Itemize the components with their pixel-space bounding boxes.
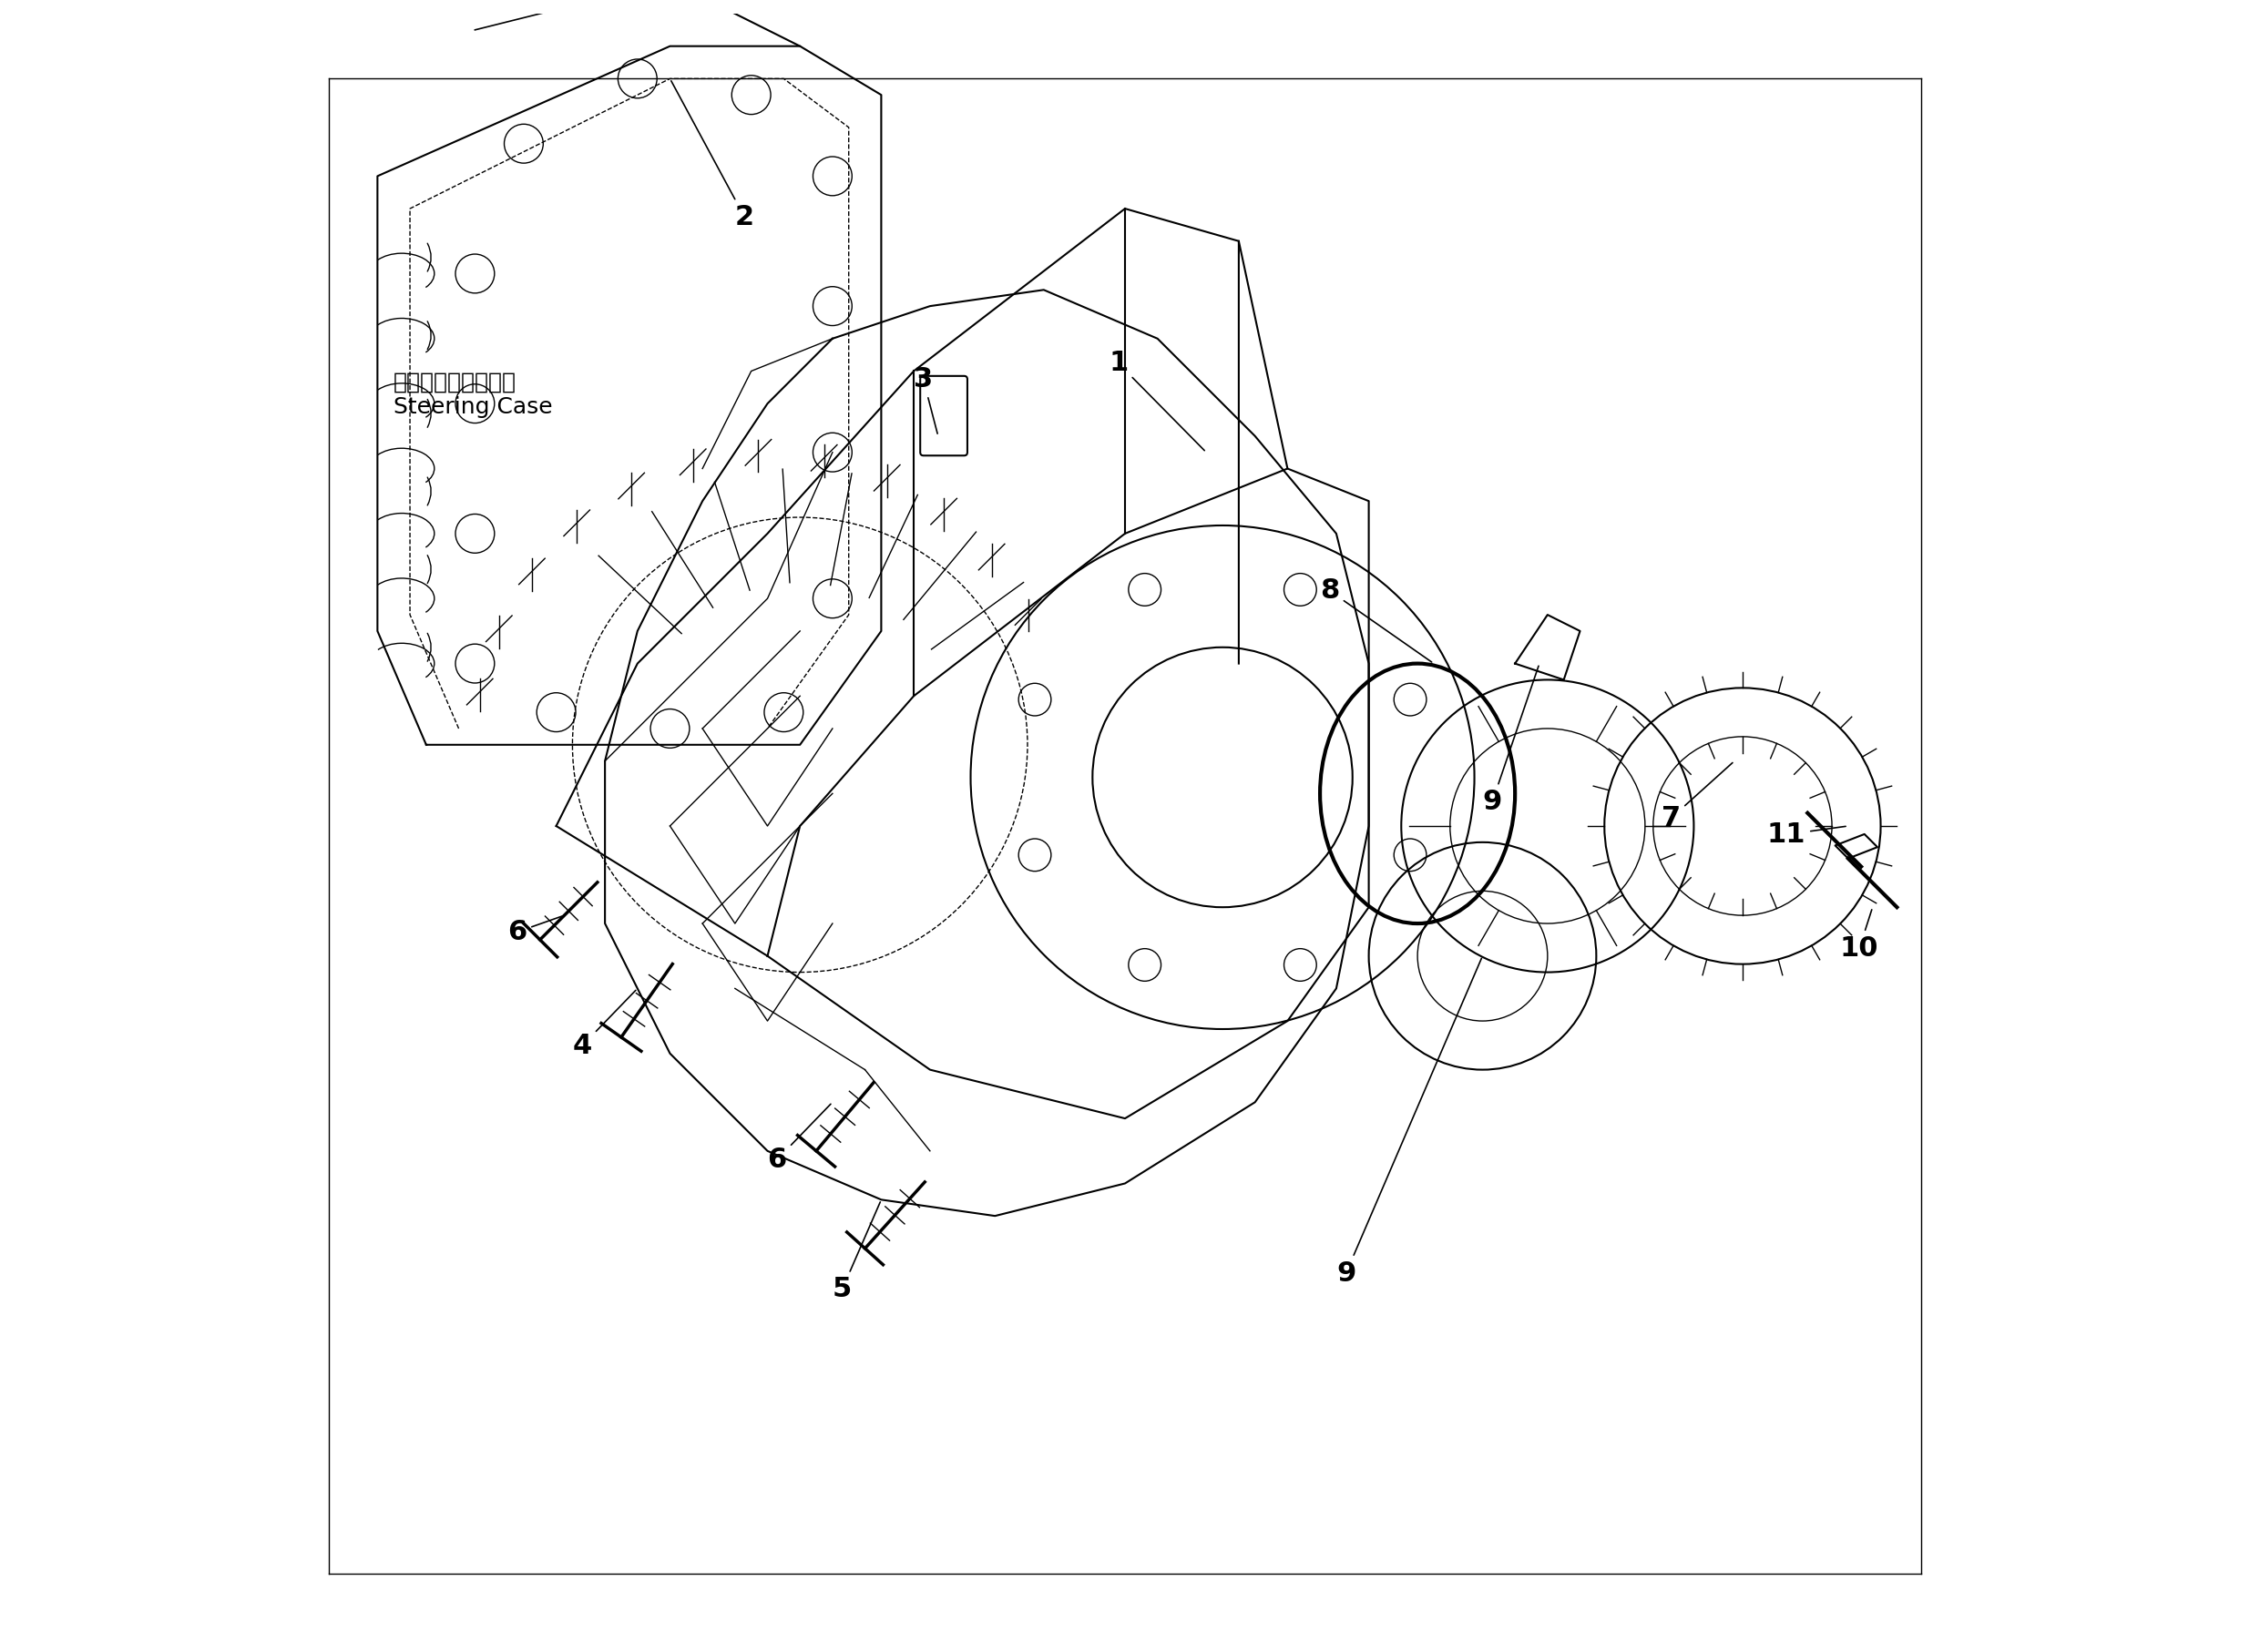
Text: 4: 4 [572, 990, 637, 1059]
Text: 6: 6 [509, 917, 562, 945]
Text: 8: 8 [1321, 578, 1431, 662]
Text: 5: 5 [832, 1203, 880, 1303]
Text: 3: 3 [914, 367, 938, 433]
Text: 10: 10 [1840, 910, 1879, 961]
Text: 7: 7 [1660, 763, 1733, 831]
Text: 9: 9 [1483, 666, 1539, 814]
Text: 11: 11 [1766, 821, 1845, 847]
Text: ステアリングケース
Steering Case: ステアリングケース Steering Case [394, 372, 554, 418]
Text: 2: 2 [670, 81, 754, 230]
Text: 9: 9 [1336, 958, 1480, 1287]
Text: 1: 1 [1109, 350, 1204, 451]
Text: 6: 6 [767, 1104, 830, 1173]
FancyBboxPatch shape [920, 377, 968, 456]
